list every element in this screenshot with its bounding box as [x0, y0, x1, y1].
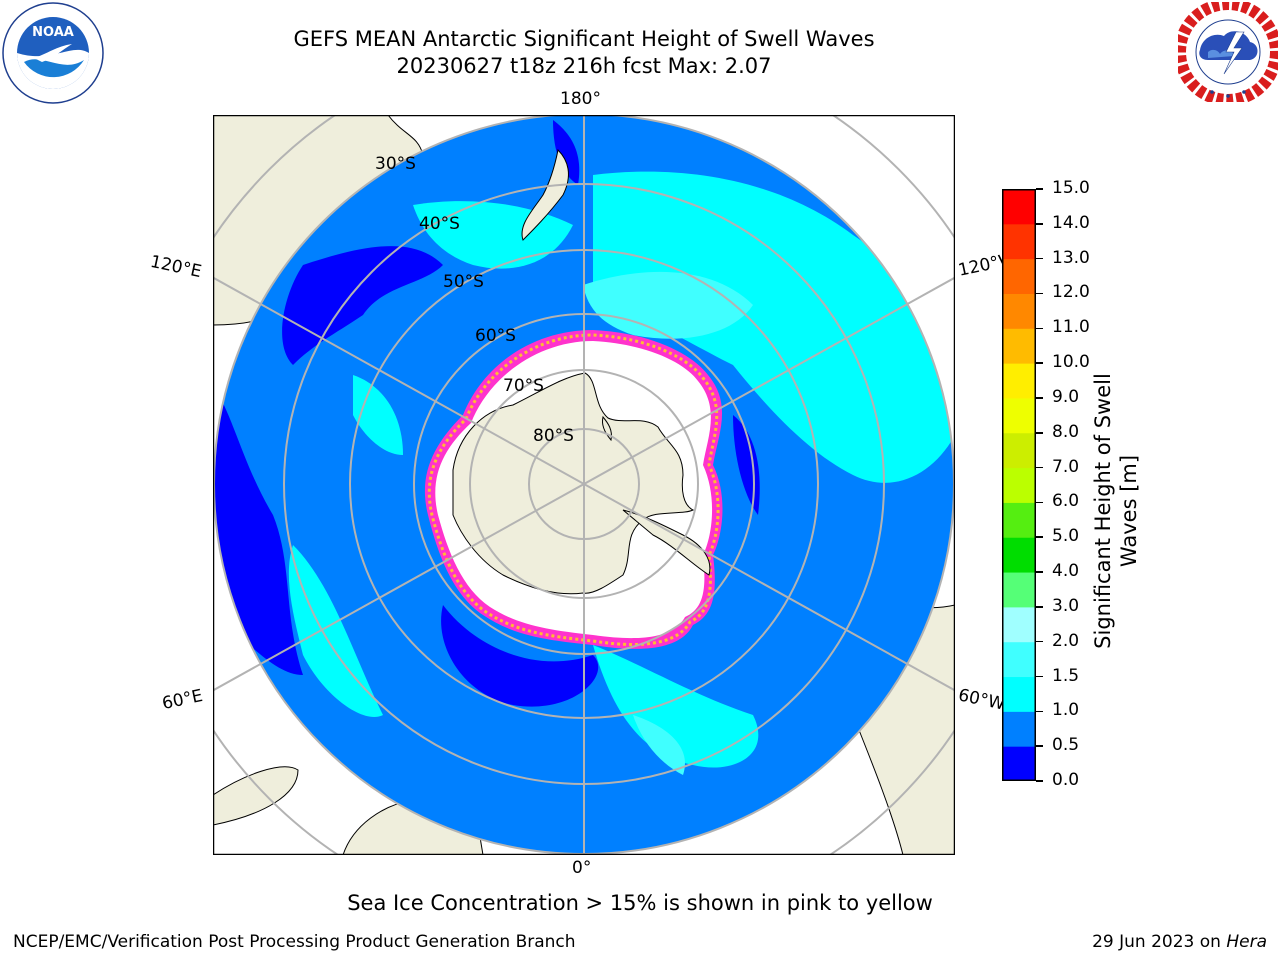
colorbar-tick-label: 5.0: [1052, 526, 1080, 547]
colorbar-tick-mark: [1036, 466, 1043, 469]
colorbar-tick-mark: [1036, 745, 1043, 747]
colorbar-bin: [1002, 432, 1036, 469]
colorbar-bin: [1002, 223, 1036, 260]
map-canvas: 30°S 40°S 50°S 60°S 70°S 80°S: [212, 114, 956, 856]
run-date-machine: Hera: [1226, 932, 1267, 952]
colorbar-bin: [1002, 537, 1036, 573]
swell-high-atlantic: [633, 715, 685, 775]
colorbar-tick-mark: [1036, 501, 1043, 504]
colorbar-tick-mark: [1036, 606, 1043, 608]
colorbar-tick-label: 13.0: [1052, 247, 1090, 268]
colorbar-bin: [1002, 502, 1036, 538]
colorbar-bin: [1002, 572, 1036, 608]
chart-title: GEFS MEAN Antarctic Significant Height o…: [293, 27, 875, 51]
colorbar-bins: [1002, 189, 1036, 782]
sea-ice-edge-yellow: [427, 333, 720, 647]
colorbar-tick-mark: [1036, 362, 1043, 364]
noaa-logo: NOAA: [2, 2, 104, 104]
colorbar-tick-label: 12.0: [1052, 282, 1090, 303]
lat-label-30s: 30°S: [375, 154, 416, 174]
colorbar-tick-label: 11.0: [1052, 317, 1090, 338]
colorbar-tick-mark: [1036, 223, 1043, 225]
colorbar-tick-mark: [1036, 397, 1043, 399]
lon-label-180: 180°: [560, 89, 601, 109]
colorbar-bin: [1002, 293, 1036, 329]
map-frame: [212, 114, 956, 856]
lat-label-50s: 50°S: [443, 272, 484, 292]
colorbar-tick-label: 8.0: [1052, 421, 1080, 442]
swell-mid-atlantic: [593, 645, 759, 768]
colorbar-tick-mark: [1036, 257, 1043, 260]
lon-label-60w: 60°W: [956, 685, 1007, 715]
colorbar-tick-mark: [1036, 780, 1043, 782]
colorbar-bin: [1002, 746, 1036, 782]
colorbar-tick-label: 6.0: [1052, 491, 1080, 512]
colorbar-tick-mark: [1036, 640, 1043, 643]
lon-label-120e: 120°E: [148, 251, 204, 283]
lon-label-60e: 60°E: [160, 685, 205, 715]
colorbar-tick-label: 3.0: [1052, 595, 1080, 616]
colorbar-tick-label: 15.0: [1052, 178, 1090, 198]
noaa-logo-text: NOAA: [32, 25, 74, 40]
colorbar-tick-label: 2.0: [1052, 630, 1080, 651]
colorbar-tick-label: 4.0: [1052, 561, 1080, 582]
sea-ice-note: Sea Ice Concentration > 15% is shown in …: [347, 891, 933, 915]
colorbar-tick-mark: [1036, 188, 1043, 190]
swell-mid-indian: [288, 545, 383, 717]
colorbar-bin: [1002, 397, 1036, 434]
swell-mid-patch: [353, 375, 403, 455]
lon-label-0: 0°: [572, 858, 592, 878]
colorbar-label: Significant Height of Swell Waves [m]: [1091, 373, 1141, 649]
colorbar-tick-label: 14.0: [1052, 212, 1090, 233]
lat-label-40s: 40°S: [419, 214, 460, 234]
colorbar-tick-label: 0.5: [1052, 735, 1080, 756]
swell-low-tasman: [553, 120, 580, 185]
swell-high-pacific: [583, 271, 753, 339]
colorbar-tick-label: 1.0: [1052, 700, 1080, 721]
land-new-zealand: [521, 148, 569, 241]
swell-low-weddell: [441, 605, 599, 707]
noaa-seal-icon: NOAA: [2, 2, 104, 104]
colorbar-bin: [1002, 676, 1036, 712]
colorbar-tick-mark: [1036, 292, 1043, 295]
lat-label-70s: 70°S: [503, 376, 544, 396]
land-madagascar: [213, 766, 299, 826]
lat-label-80s: 80°S: [533, 426, 574, 446]
colorbar-bin: [1002, 711, 1036, 747]
colorbar-tick-label: 7.0: [1052, 456, 1080, 477]
colorbar-bin: [1002, 258, 1036, 294]
run-date-text: 29 Jun 2023 on: [1092, 932, 1227, 952]
lat-label-60s: 60°S: [475, 326, 516, 346]
colorbar: [1002, 189, 1036, 782]
nws-seal-icon: [1174, 0, 1280, 106]
colorbar-bin: [1002, 328, 1036, 364]
swell-low-west: [214, 385, 303, 675]
land-antarctica: [452, 372, 695, 595]
colorbar-tick-label: 9.0: [1052, 386, 1080, 407]
colorbar-tick-mark: [1036, 327, 1043, 330]
chart-subtitle: 20230627 t18z 216h fcst Max: 2.07: [396, 54, 772, 78]
colorbar-bin: [1002, 467, 1036, 503]
credit-text: NCEP/EMC/Verification Post Processing Pr…: [13, 932, 576, 952]
nws-logo: [1174, 0, 1280, 106]
colorbar-tick-mark: [1036, 536, 1043, 538]
colorbar-tick-mark: [1036, 432, 1043, 434]
run-date: 29 Jun 2023 on Hera: [1092, 932, 1267, 952]
meridian-60e-120w: [213, 276, 955, 692]
colorbar-bin: [1002, 189, 1036, 225]
colorbar-tick-label: 10.0: [1052, 352, 1090, 373]
colorbar-bin: [1002, 641, 1036, 678]
colorbar-tick-label: 0.0: [1052, 770, 1080, 790]
colorbar-bin: [1002, 363, 1036, 399]
colorbar-tick-mark: [1036, 571, 1043, 573]
colorbar-bin: [1002, 606, 1036, 643]
swell-mid-pacific: [593, 171, 954, 483]
colorbar-tick-mark: [1036, 710, 1043, 713]
colorbar-tick-mark: [1036, 675, 1043, 678]
map-panel: 30°S 40°S 50°S 60°S 70°S 80°S: [212, 114, 956, 856]
colorbar-tick-label: 1.5: [1052, 665, 1080, 686]
